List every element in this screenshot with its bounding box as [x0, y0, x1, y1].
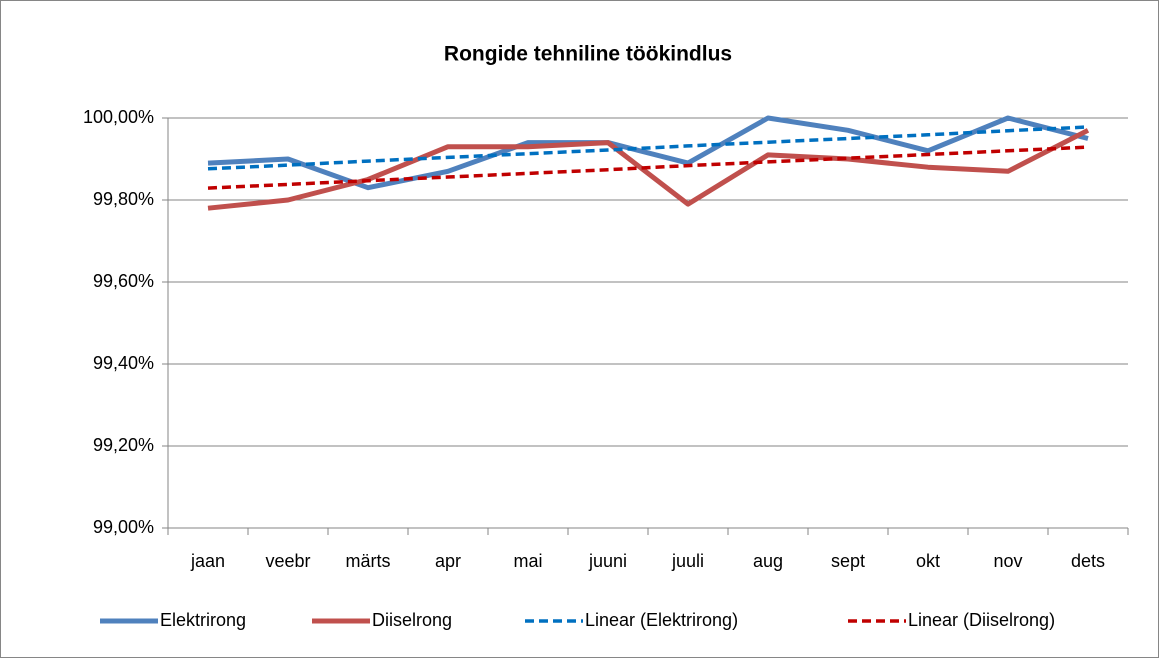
trend-line — [207, 145, 1089, 190]
x-tick-label: märts — [346, 551, 391, 571]
y-tick-label: 99,40% — [93, 353, 154, 373]
trend-line — [207, 125, 1089, 171]
chart-title: Rongide tehniline töökindlus — [444, 43, 732, 66]
y-tick-label: 100,00% — [83, 107, 154, 127]
y-tick-label: 99,00% — [93, 517, 154, 537]
x-tick-label: aug — [753, 551, 783, 571]
x-tick-label: okt — [916, 551, 940, 571]
x-tick-label: dets — [1071, 551, 1105, 571]
y-tick-label: 99,20% — [93, 435, 154, 455]
x-tick-label: juuni — [588, 551, 627, 571]
x-tick-label: jaan — [190, 551, 225, 571]
x-tick-label: nov — [993, 551, 1022, 571]
legend-label: Linear (Elektrirong) — [585, 610, 738, 630]
y-tick-label: 99,60% — [93, 271, 154, 291]
x-tick-label: juuli — [671, 551, 704, 571]
x-tick-label: apr — [435, 551, 461, 571]
legend-label: Diiselrong — [372, 610, 452, 630]
x-tick-label: mai — [513, 551, 542, 571]
x-tick-label: sept — [831, 551, 865, 571]
legend-label: Elektrirong — [160, 610, 246, 630]
y-tick-label: 99,80% — [93, 189, 154, 209]
legend-label: Linear (Diiselrong) — [908, 610, 1055, 630]
x-tick-label: veebr — [265, 551, 310, 571]
